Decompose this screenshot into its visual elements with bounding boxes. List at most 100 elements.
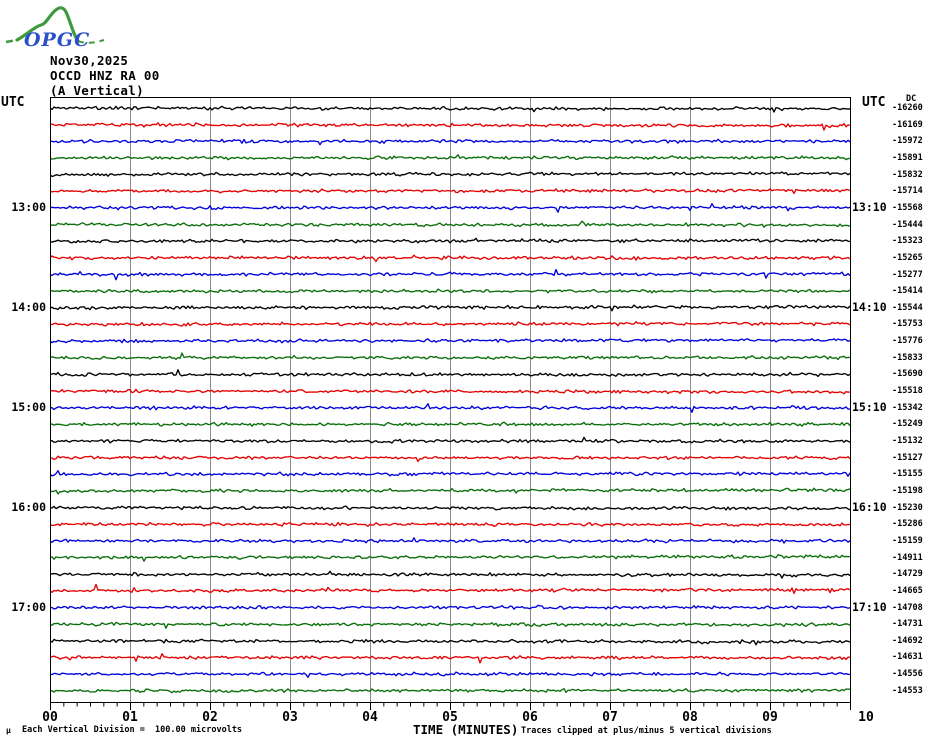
trace-row-36 bbox=[50, 688, 850, 694]
trace-row-1 bbox=[50, 105, 851, 113]
trace-row-12 bbox=[50, 288, 851, 294]
logo-dash-left bbox=[5, 38, 18, 44]
header-date: Nov30,2025 bbox=[50, 53, 129, 68]
x-axis-ticks bbox=[50, 702, 851, 710]
dc-value-row-19: -15342 bbox=[892, 402, 923, 413]
dc-value-row-3: -15972 bbox=[892, 136, 923, 147]
dc-value-row-31: -14708 bbox=[892, 602, 923, 613]
dc-value-row-32: -14731 bbox=[892, 619, 923, 630]
dc-value-row-20: -15249 bbox=[892, 419, 923, 430]
trace-row-29 bbox=[50, 570, 851, 579]
trace-row-4 bbox=[50, 154, 851, 161]
dc-value-row-12: -15414 bbox=[892, 286, 923, 297]
right-time-label-1610: 16:10 bbox=[852, 499, 887, 514]
dc-value-row-13: -15544 bbox=[892, 302, 923, 313]
dc-value-row-29: -14729 bbox=[892, 569, 923, 580]
dc-value-row-10: -15265 bbox=[892, 252, 923, 263]
trace-row-8 bbox=[50, 220, 851, 228]
dc-value-row-9: -15323 bbox=[892, 236, 923, 247]
left-time-label-1700: 17:00 bbox=[11, 599, 46, 614]
right-time-label-1510: 15:10 bbox=[852, 399, 887, 414]
dc-value-row-8: -15444 bbox=[892, 219, 923, 230]
header-station: OCCD HNZ RA 00 bbox=[50, 68, 160, 83]
trace-row-15 bbox=[50, 338, 851, 344]
trace-row-19 bbox=[50, 403, 850, 413]
trace-row-24 bbox=[50, 487, 851, 495]
trace-row-30 bbox=[50, 583, 851, 595]
trace-row-33 bbox=[50, 638, 851, 646]
trace-row-7 bbox=[50, 203, 851, 213]
dc-value-row-18: -15518 bbox=[892, 386, 923, 397]
trace-row-10 bbox=[50, 254, 851, 263]
dc-value-row-36: -14553 bbox=[892, 685, 923, 696]
trace-row-11 bbox=[50, 268, 851, 281]
minute-gridlines bbox=[130, 98, 771, 702]
utc-left-label: UTC bbox=[1, 95, 25, 110]
trace-row-16 bbox=[50, 352, 850, 361]
trace-row-34 bbox=[50, 653, 850, 664]
dc-value-row-14: -15753 bbox=[892, 319, 923, 330]
right-time-label-1410: 14:10 bbox=[852, 299, 887, 314]
x-tick-label-01: 01 bbox=[122, 710, 138, 725]
trace-row-31 bbox=[50, 604, 851, 610]
dc-value-row-27: -15159 bbox=[892, 535, 923, 546]
trace-row-2 bbox=[50, 122, 851, 131]
logo-dash-right bbox=[77, 39, 105, 44]
trace-row-6 bbox=[50, 188, 851, 195]
dc-value-row-30: -14665 bbox=[892, 585, 923, 596]
left-time-label-1600: 16:00 bbox=[11, 499, 46, 514]
dc-value-row-15: -15776 bbox=[892, 336, 923, 347]
trace-row-25 bbox=[50, 505, 851, 511]
dc-value-row-25: -15230 bbox=[892, 502, 923, 513]
dc-value-row-1: -16260 bbox=[892, 103, 923, 113]
dc-value-row-5: -15832 bbox=[892, 169, 923, 180]
dc-value-row-28: -14911 bbox=[892, 552, 923, 563]
x-tick-label-08: 08 bbox=[682, 710, 698, 725]
trace-row-32 bbox=[50, 621, 851, 629]
utc-right-label: UTC bbox=[862, 95, 886, 110]
footer-scale-note: Each Vertical Division = 100.00 microvol… bbox=[22, 725, 243, 735]
dc-value-row-2: -16169 bbox=[892, 119, 923, 130]
right-time-label-1710: 17:10 bbox=[852, 599, 887, 614]
dc-column-header: DC bbox=[906, 94, 917, 104]
trace-row-13 bbox=[50, 304, 851, 312]
dc-value-row-16: -15833 bbox=[892, 352, 923, 363]
dc-value-row-7: -15568 bbox=[892, 202, 923, 213]
dc-value-row-23: -15155 bbox=[892, 469, 923, 480]
header-component: (A Vertical) bbox=[50, 83, 144, 98]
left-time-label-1500: 15:00 bbox=[11, 399, 46, 414]
trace-row-27 bbox=[50, 537, 851, 544]
seismic-traces bbox=[50, 105, 851, 694]
x-axis-title: TIME (MINUTES) bbox=[413, 722, 519, 737]
trace-row-14 bbox=[50, 321, 851, 327]
dc-value-row-11: -15277 bbox=[892, 269, 923, 280]
x-tick-label-09: 09 bbox=[762, 710, 778, 725]
trace-row-26 bbox=[50, 521, 851, 527]
logo-text: OPGC bbox=[24, 29, 90, 51]
left-time-label-1300: 13:00 bbox=[11, 199, 46, 214]
x-tick-label-10: 10 bbox=[858, 710, 874, 725]
left-time-label-1400: 14:00 bbox=[11, 299, 46, 314]
opgc-logo: OPGC bbox=[5, 6, 105, 51]
x-tick-label-04: 04 bbox=[362, 710, 378, 725]
dc-value-row-21: -15132 bbox=[892, 436, 923, 446]
trace-row-9 bbox=[50, 237, 851, 244]
trace-row-28 bbox=[50, 554, 851, 562]
dc-value-row-6: -15714 bbox=[892, 186, 923, 197]
x-tick-label-00: 00 bbox=[42, 710, 58, 725]
trace-row-20 bbox=[50, 421, 851, 427]
trace-row-5 bbox=[50, 171, 851, 178]
dc-value-row-35: -14556 bbox=[892, 669, 923, 680]
trace-row-22 bbox=[50, 455, 851, 463]
mu-glyph: µ bbox=[6, 726, 11, 735]
trace-row-35 bbox=[50, 671, 851, 678]
trace-row-17 bbox=[50, 369, 851, 378]
dc-value-row-34: -14631 bbox=[892, 652, 923, 663]
dc-value-row-33: -14692 bbox=[892, 635, 923, 646]
x-tick-label-03: 03 bbox=[282, 710, 298, 725]
helicorder-plot bbox=[50, 97, 851, 703]
dc-value-row-24: -15198 bbox=[892, 485, 923, 496]
x-tick-label-02: 02 bbox=[202, 710, 218, 725]
footer-clip-note: Traces clipped at plus/minus 5 vertical … bbox=[521, 726, 772, 736]
